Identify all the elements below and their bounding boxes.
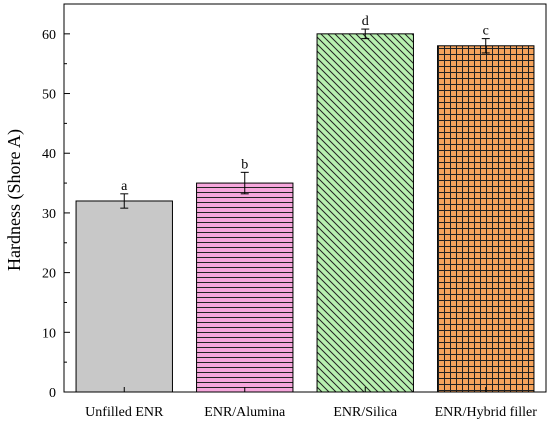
bars-layer: a b d c xyxy=(75,14,535,393)
y-tick-label: 60 xyxy=(42,28,56,43)
y-tick-label: 20 xyxy=(42,267,56,282)
y-axis: 0 10 20 30 40 50 60 xyxy=(42,28,70,401)
y-tick-label: 30 xyxy=(42,207,56,222)
x-tick-label: ENR/Silica xyxy=(333,405,398,420)
x-axis: Unfilled ENR ENR/Alumina ENR/Silica ENR/Hyb… xyxy=(85,387,537,420)
significance-label: c xyxy=(483,24,489,39)
significance-label: d xyxy=(362,14,369,29)
y-axis-title: Hardness (Shore A) xyxy=(4,129,25,271)
x-tick-label: ENR/Alumina xyxy=(204,405,286,420)
plot-frame xyxy=(63,3,547,393)
bar-enr-alumina xyxy=(196,182,294,393)
bar-enr-silica xyxy=(316,33,414,393)
y-tick-label: 40 xyxy=(42,147,56,162)
bar-unfilled-enr xyxy=(75,200,173,393)
bar-enr-hybrid-filler xyxy=(437,45,535,393)
x-tick-label: ENR/Hybrid filler xyxy=(435,405,538,420)
significance-label: b xyxy=(241,157,248,172)
y-tick-label: 0 xyxy=(49,386,56,401)
significance-label: a xyxy=(121,179,128,194)
y-tick-label: 10 xyxy=(42,326,56,341)
y-tick-label: 50 xyxy=(42,88,56,103)
x-tick-label: Unfilled ENR xyxy=(85,405,164,420)
